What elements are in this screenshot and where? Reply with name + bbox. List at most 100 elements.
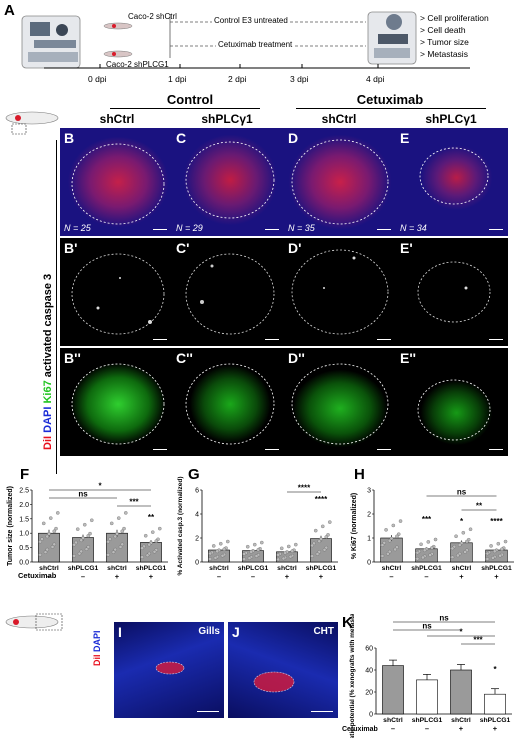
data-point [124, 511, 128, 515]
col-header-shplc-1: shPLCγ1 [201, 112, 253, 126]
bar [416, 679, 438, 715]
scale-bar [489, 339, 503, 340]
data-point [276, 553, 280, 557]
data-point [253, 542, 257, 547]
y-axis-label: Metastatic potential (% xenografts with … [349, 614, 356, 738]
data-point [386, 552, 390, 556]
n-value-b: N = 25 [64, 223, 91, 233]
panel-label-c: C [176, 130, 187, 146]
scale-bar [311, 711, 333, 712]
outcome-tumor-size: > Tumor size [420, 37, 469, 47]
micrograph-i-gills: I Gills [114, 622, 224, 718]
chart-g-caspase: 0 2 4 6 % Activated casp.3 (normalized) shCtr… [177, 476, 338, 581]
sig-label: ns [439, 614, 449, 623]
data-point [395, 534, 399, 539]
data-point [313, 528, 318, 533]
data-point [492, 549, 497, 554]
micrograph-d1-caspase: D' [284, 238, 396, 346]
scale-bar [153, 229, 167, 230]
header-control: Control [166, 92, 214, 107]
y-tick-label: 40 [365, 668, 373, 675]
x-tick-label: shPLCG1 [411, 565, 442, 572]
y-tick-label: 1.5 [19, 516, 29, 523]
panel-label-e: E [400, 130, 410, 146]
sig-label: *** [422, 515, 432, 524]
data-point [145, 553, 150, 558]
data-point [422, 548, 427, 553]
x-tick-label: shPLCG1 [136, 565, 167, 572]
cetuximab-sign: + [459, 572, 464, 581]
x-tick-label: shPLCG1 [68, 565, 99, 572]
day-1: 1 dpi [168, 74, 187, 84]
panel-label-b2: B'' [64, 350, 81, 366]
panel-label-c2: C'' [176, 350, 193, 366]
sig-label: ns [422, 622, 432, 631]
outcome-cell-death: > Cell death [420, 25, 466, 35]
y-tick-label: 1.0 [19, 531, 29, 538]
data-point [113, 534, 117, 539]
x-tick-label: shPLCG1 [480, 717, 511, 724]
control-e3-label: Control E3 untreated [212, 16, 290, 25]
sig-label: ns [78, 490, 88, 499]
data-point [79, 538, 83, 543]
stain-casp: activated caspase 3 [42, 273, 54, 378]
y-tick-label: 2.5 [19, 488, 29, 495]
data-point [117, 516, 121, 520]
y-tick-label: 1 [367, 536, 371, 543]
sig-label: **** [315, 495, 328, 504]
data-point [222, 547, 227, 551]
y-tick-label: 0.5 [19, 545, 29, 552]
cetuximab-sign: + [494, 572, 499, 581]
data-point [242, 557, 246, 561]
gills-label: Gills [198, 626, 220, 637]
y-tick-label: 60 [365, 646, 373, 653]
sig-label: **** [490, 517, 503, 526]
data-point [154, 539, 159, 543]
data-point [77, 551, 82, 556]
n-value-d: N = 35 [288, 223, 315, 233]
n-value-c: N = 29 [176, 223, 203, 233]
data-point [245, 544, 250, 549]
data-point [491, 556, 495, 560]
data-point [143, 533, 148, 538]
data-point [249, 550, 253, 554]
col-header-shplc-2: shPLCγ1 [425, 112, 477, 126]
data-point [485, 557, 490, 561]
cetuximab-sign: + [459, 724, 464, 733]
sig-label: * [459, 628, 463, 637]
micrograph-b-merged: B N = 25 [60, 128, 172, 236]
x-tick-label: shPLCG1 [238, 565, 269, 572]
data-point [242, 552, 246, 556]
data-point [465, 539, 469, 544]
stain-ki67: Ki67 [42, 380, 54, 404]
cetuximab-sign: – [425, 724, 429, 733]
chart-f-tumor-size: 0.0 0.5 1.0 1.5 2.0 2.5 Tumor size (normalized… [7, 482, 168, 581]
data-point [315, 552, 320, 556]
sig-label: **** [298, 484, 311, 493]
x-tick-label: shCtrl [451, 717, 471, 724]
data-point [108, 537, 112, 541]
data-point [324, 535, 329, 539]
data-point [290, 549, 295, 553]
y-tick-label: 2 [195, 536, 199, 543]
data-point [380, 554, 385, 558]
outcomes-list: > Cell proliferation > Cell death > Tumo… [420, 12, 489, 60]
data-point [49, 516, 53, 520]
data-point [254, 554, 259, 558]
sig-label: ** [148, 513, 155, 522]
bar [450, 669, 472, 715]
sig-label: *** [473, 636, 483, 645]
data-point [40, 537, 44, 541]
data-point [147, 542, 151, 547]
micrograph-c1-caspase: C' [172, 238, 284, 346]
micrograph-e-merged: E N = 34 [396, 128, 508, 236]
data-point [52, 542, 57, 547]
data-point [215, 549, 219, 554]
scale-bar [197, 711, 219, 712]
data-point [387, 538, 392, 543]
data-point [430, 546, 434, 550]
data-point [113, 547, 117, 552]
data-point [140, 555, 144, 559]
data-point [288, 554, 293, 559]
